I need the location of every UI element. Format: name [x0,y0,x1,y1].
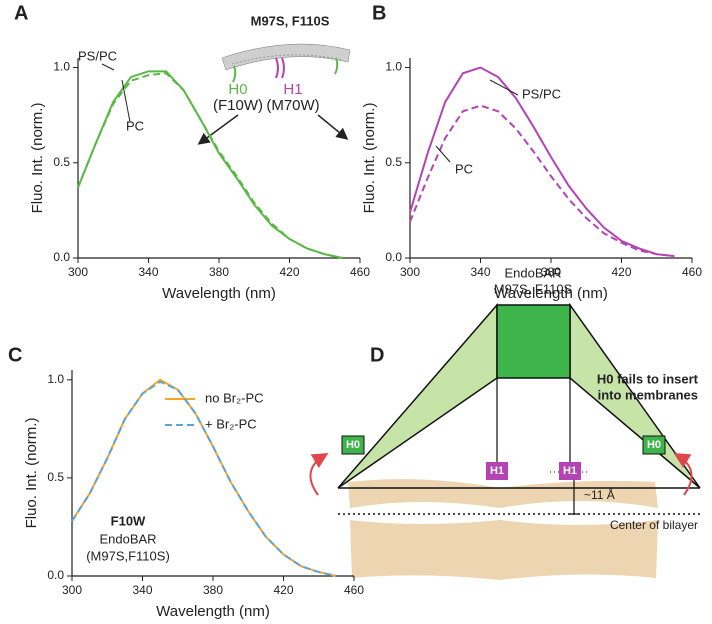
label-pointer [489,79,519,96]
inset-label: H0 [228,81,247,98]
helix-label: H0 [647,439,661,451]
y-axis-label: Fluo. Int. (norm.) [23,418,40,529]
y-axis-label: Fluo. Int. (norm.) [361,103,378,214]
y-tick-label: 1.0 [53,60,70,74]
distance-label: ~11 Å [584,487,615,502]
diagram-note: H0 fails to insert [597,371,699,386]
annotation: F10W [111,513,146,528]
helix-label: H0 [346,439,360,451]
x-tick-label: 340 [132,583,152,597]
inset-label: (F10W) [213,97,263,114]
x-tick-label: 380 [203,583,223,597]
x-tick-label: 380 [541,265,561,279]
inset-title: M97S, F110S [251,13,330,28]
x-tick-label: 300 [400,265,420,279]
helix-label: H1 [490,465,504,477]
x-axis-label: Wavelength (nm) [494,285,608,302]
x-tick-label: 460 [682,265,702,279]
x-tick-label: 380 [209,265,229,279]
y-tick-label: 0.0 [385,250,402,264]
x-axis-label: Wavelength (nm) [156,603,270,620]
y-tick-label: 0.5 [53,155,70,169]
x-tick-label: 420 [279,265,299,279]
legend-label: + Br₂-PC [205,416,257,431]
x-tick-label: 340 [138,265,158,279]
x-tick-label: 420 [273,583,293,597]
x-tick-label: 460 [350,265,370,279]
annotation: EndoBAR [99,531,156,546]
x-tick-label: 420 [611,265,631,279]
y-tick-label: 1.0 [47,372,64,386]
series-line [409,104,675,258]
center-label: Center of bilayer [610,518,698,532]
inset-molecule [197,43,351,145]
series-line [409,66,675,258]
inset-label: (M70W) [266,97,319,114]
x-tick-label: 340 [470,265,490,279]
series-label: PS/PC [78,48,117,63]
x-tick-label: 460 [344,583,364,597]
diagram-title: M97S, F110S [494,281,573,296]
helix-label: H1 [563,465,577,477]
diagram-title: EndoBAR [504,265,561,280]
membrane-diagram [309,302,701,580]
x-axis-label: Wavelength (nm) [162,285,276,302]
y-tick-label: 0.0 [47,568,64,582]
series-line [77,72,343,259]
series-label: PC [126,118,144,133]
inset-label: H1 [283,81,302,98]
y-tick-label: 0.5 [385,155,402,169]
legend-label: no Br₂-PC [205,390,264,405]
panel-label: B [372,2,386,24]
y-tick-label: 0.5 [47,470,64,484]
series-label: PS/PC [522,86,561,101]
series-line [71,378,337,577]
label-pointer [121,79,131,123]
panel-label: D [370,344,384,366]
y-axis-label: Fluo. Int. (norm.) [29,103,46,214]
label-pointer [101,63,115,71]
y-tick-label: 1.0 [385,60,402,74]
panel-label: C [8,344,22,366]
annotation: (M97S,F110S) [86,548,170,563]
label-pointer [435,145,451,163]
diagram-note: into membranes [598,387,698,402]
series-line [71,380,337,577]
y-tick-label: 0.0 [53,250,70,264]
panel-label: A [14,2,28,24]
series-label: PC [455,161,473,176]
x-tick-label: 300 [62,583,82,597]
x-tick-label: 300 [68,265,88,279]
